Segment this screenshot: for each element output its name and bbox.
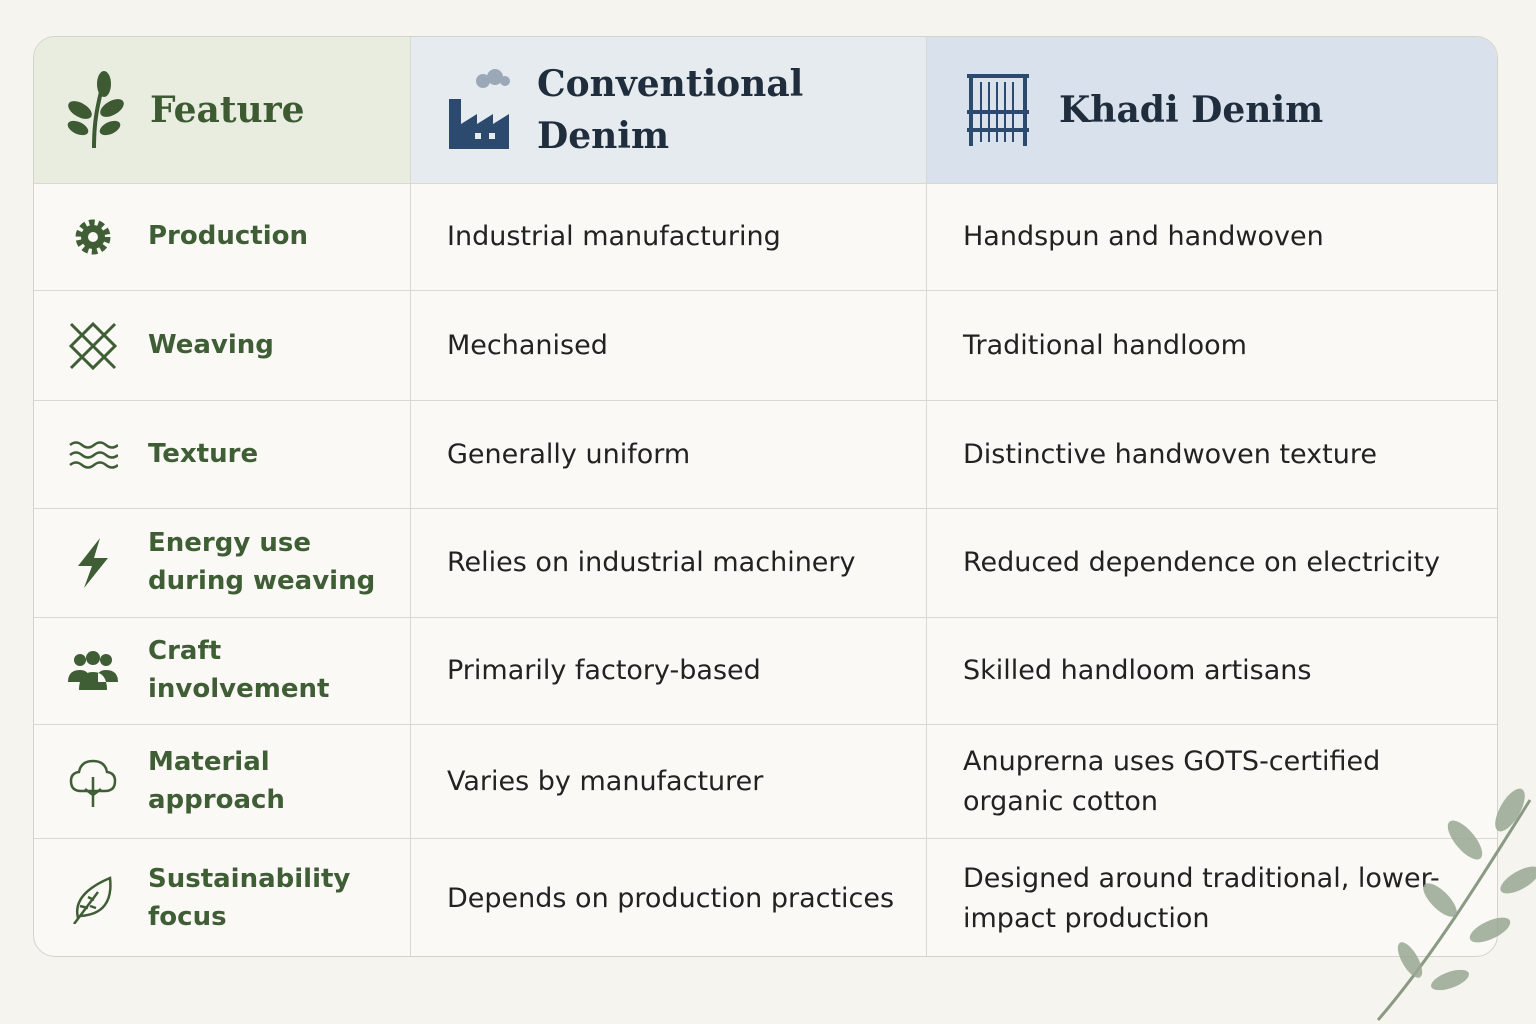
feature-cell: Material approach bbox=[34, 725, 411, 839]
feature-label: Material approach bbox=[148, 746, 285, 815]
value-text: Anuprerna uses GOTS-certified organic co… bbox=[963, 746, 1381, 817]
feature-label: Production bbox=[148, 221, 308, 252]
comparison-table: Feature Conventional Denim Khadi Denim P… bbox=[33, 36, 1498, 957]
header-text: Feature bbox=[150, 88, 305, 131]
feature-icon bbox=[73, 875, 112, 924]
value-cell: Industrial manufacturing bbox=[411, 184, 927, 291]
feature-label: Craft involvement bbox=[148, 636, 330, 704]
feature-icon bbox=[69, 759, 117, 807]
header-text: Khadi Denim bbox=[1059, 88, 1324, 131]
value-cell: Depends on production practices bbox=[411, 839, 927, 956]
loom-icon bbox=[967, 74, 1029, 146]
feature-label: Sustainability focus bbox=[148, 863, 351, 932]
feature-icon bbox=[75, 219, 111, 255]
value-text: Traditional handloom bbox=[963, 329, 1247, 361]
value-cell: Traditional handloom bbox=[927, 291, 1497, 401]
value-text: Depends on production practices bbox=[447, 882, 895, 914]
value-cell: Anuprerna uses GOTS-certified organic co… bbox=[927, 725, 1497, 839]
header-cell: Khadi Denim bbox=[927, 37, 1497, 184]
value-text: Handspun and handwoven bbox=[963, 221, 1324, 253]
value-cell: Skilled handloom artisans bbox=[927, 618, 1497, 725]
value-cell: Distinctive handwoven texture bbox=[927, 401, 1497, 509]
feature-label: Texture bbox=[148, 438, 259, 469]
feature-label: Energy use during weaving bbox=[148, 528, 376, 596]
feature-cell: Weaving bbox=[34, 291, 411, 401]
value-cell: Designed around traditional, lower-impac… bbox=[927, 839, 1497, 956]
value-cell: Reduced dependence on electricity bbox=[927, 509, 1497, 618]
factory-icon bbox=[449, 69, 510, 149]
value-text: Reduced dependence on electricity bbox=[963, 547, 1440, 579]
value-cell: Relies on industrial machinery bbox=[411, 509, 927, 618]
value-cell: Generally uniform bbox=[411, 401, 927, 509]
value-text: Mechanised bbox=[447, 329, 608, 361]
value-cell: Handspun and handwoven bbox=[927, 184, 1497, 291]
value-text: Distinctive handwoven texture bbox=[963, 438, 1377, 470]
feature-icon bbox=[68, 651, 118, 690]
feature-cell: Craft involvement bbox=[34, 618, 411, 725]
feature-icon bbox=[68, 321, 118, 370]
feature-cell: Production bbox=[34, 184, 411, 291]
value-text: Relies on industrial machinery bbox=[447, 547, 856, 579]
feature-cell: Sustainability focus bbox=[34, 839, 411, 956]
leaf-decoration bbox=[1376, 788, 1536, 1021]
leaf-icon bbox=[67, 71, 124, 149]
value-cell: Primarily factory-based bbox=[411, 618, 927, 725]
value-cell: Varies by manufacturer bbox=[411, 725, 927, 839]
feature-cell: Energy use during weaving bbox=[34, 509, 411, 618]
value-text: Generally uniform bbox=[447, 438, 691, 470]
value-text: Industrial manufacturing bbox=[447, 221, 781, 253]
header-text: Conventional Denim bbox=[537, 62, 804, 157]
value-text: Designed around traditional, lower-impac… bbox=[963, 863, 1440, 934]
value-text: Skilled handloom artisans bbox=[963, 655, 1312, 687]
feature-icon bbox=[78, 538, 108, 588]
value-cell: Mechanised bbox=[411, 291, 927, 401]
feature-cell: Texture bbox=[34, 401, 411, 509]
value-text: Varies by manufacturer bbox=[447, 765, 764, 797]
value-text: Primarily factory-based bbox=[447, 655, 761, 687]
feature-label: Weaving bbox=[148, 329, 274, 360]
header-cell: Feature bbox=[34, 37, 411, 184]
header-cell: Conventional Denim bbox=[411, 37, 927, 184]
feature-icon bbox=[69, 440, 118, 469]
